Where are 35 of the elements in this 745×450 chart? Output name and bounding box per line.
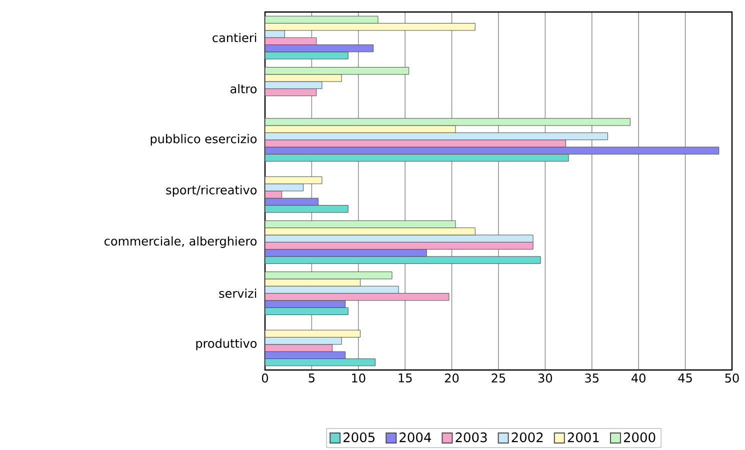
- bar: [265, 118, 630, 126]
- x-tick-label: 0: [262, 374, 268, 383]
- x-tick-label: 5: [308, 374, 314, 382]
- legend-label: 2004: [400, 432, 432, 442]
- bar: [265, 125, 456, 133]
- legend-label: 2002: [512, 432, 543, 442]
- bar: [265, 16, 378, 24]
- y-tick-label: sport/ricreativo: [166, 185, 257, 197]
- legend-label: 2000: [624, 432, 656, 442]
- x-tick-label: 40: [632, 374, 646, 383]
- legend-label: 2001: [568, 432, 599, 442]
- bar: [265, 330, 361, 338]
- y-tick-label: altro: [230, 84, 257, 94]
- bar: [265, 23, 476, 31]
- bar: [265, 220, 456, 228]
- bar: [265, 74, 342, 82]
- y-tick-label: cantieri: [212, 32, 256, 42]
- y-tick-label: pubblico esercizio: [150, 134, 257, 146]
- x-tick-label: 50: [725, 374, 739, 383]
- bar: [265, 66, 410, 75]
- legend-label: 2003: [456, 432, 487, 442]
- y-tick-label: servizi: [219, 288, 256, 298]
- x-tick-label: 45: [678, 374, 692, 382]
- x-tick-label: 35: [585, 374, 598, 383]
- legend-label: 2005: [344, 432, 375, 442]
- y-tick-label: commerciale, alberghiero: [104, 236, 257, 248]
- x-tick-label: 10: [352, 374, 366, 383]
- bar: [265, 228, 476, 236]
- x-tick-label: 30: [538, 374, 552, 383]
- x-tick-label: 15: [398, 374, 412, 382]
- x-tick-label: 25: [492, 374, 506, 383]
- x-tick-label: 20: [445, 374, 459, 383]
- y-tick-label: produttivo: [196, 338, 257, 350]
- bar: [265, 272, 392, 280]
- bar: [265, 278, 361, 286]
